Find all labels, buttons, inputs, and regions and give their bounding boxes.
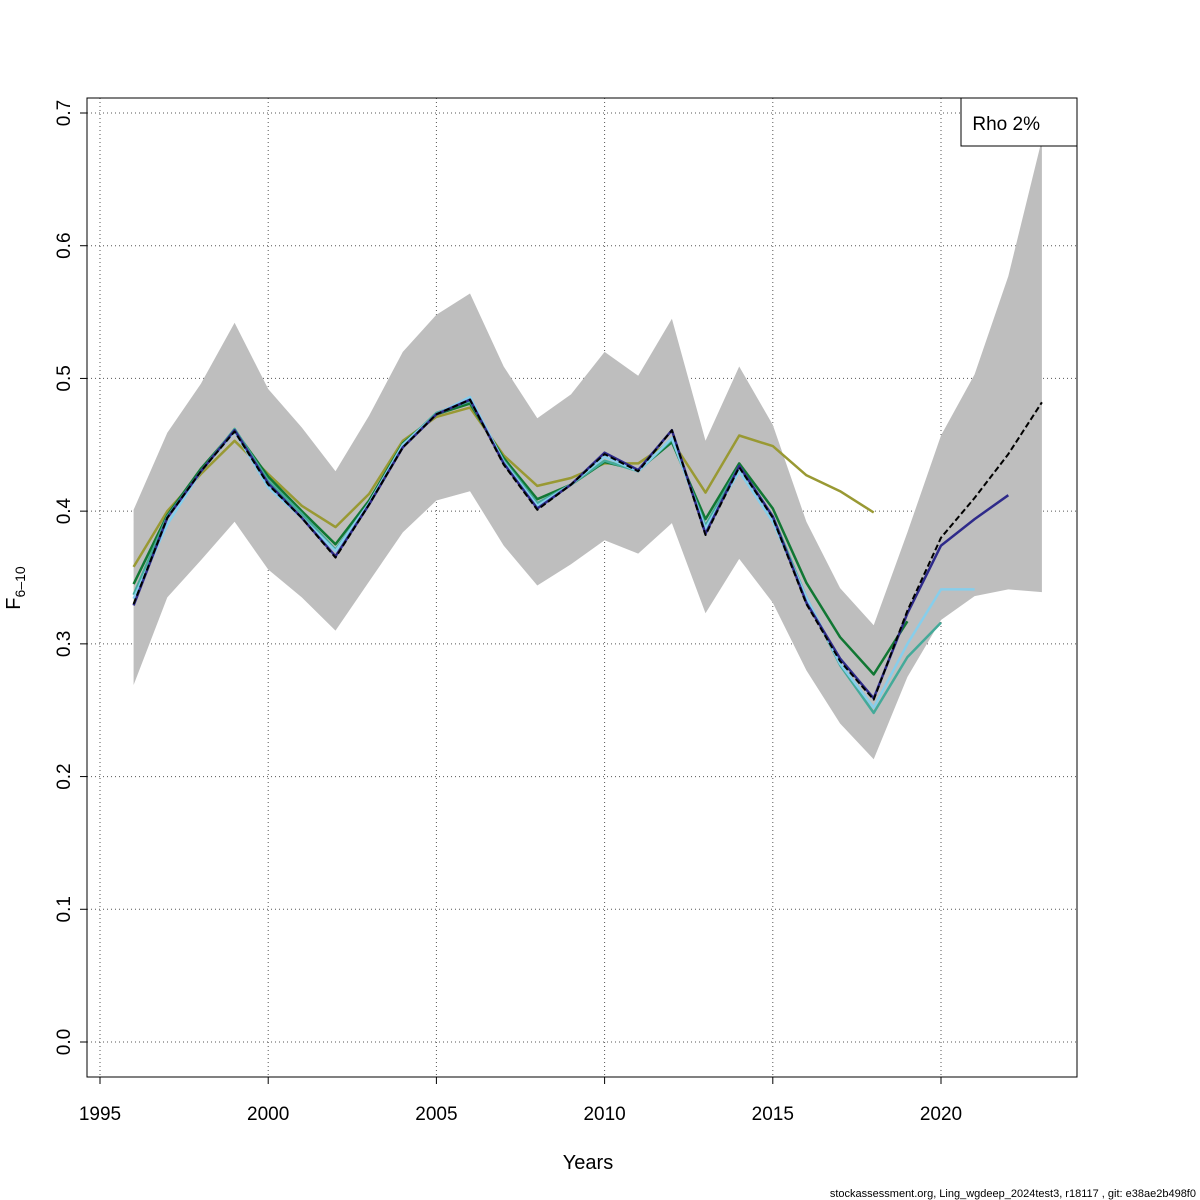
confidence-band-area xyxy=(133,139,1042,760)
y-tick-label-0: 0.0 xyxy=(54,1029,75,1055)
y-tick-label-3: 0.3 xyxy=(54,631,75,657)
x-axis-title: Years xyxy=(563,1152,613,1174)
x-tick-label-2020: 2020 xyxy=(920,1104,962,1125)
y-tick-label-6: 0.6 xyxy=(54,232,75,258)
y-tick-label-1: 0.1 xyxy=(54,896,75,922)
legend-box xyxy=(960,97,1078,147)
footer-note: stockassessment.org, Ling_wgdeep_2024tes… xyxy=(830,1188,1196,1200)
series-line-1 xyxy=(132,398,1043,701)
legend: Rho 2% xyxy=(960,97,1078,147)
y-axis-title-subscript: 6–10 xyxy=(12,566,28,597)
series-line-5 xyxy=(132,402,909,676)
y-axis-title-main: F xyxy=(3,597,25,609)
series-lines xyxy=(132,395,1043,715)
y-tick-label-4: 0.4 xyxy=(54,497,75,524)
y-tick-label-7: 0.7 xyxy=(54,100,75,126)
y-tick-label-2: 0.2 xyxy=(54,763,75,789)
y-axis-title: F6–10 xyxy=(3,566,28,610)
confidence-band xyxy=(133,139,1042,760)
x-tick-label-2010: 2010 xyxy=(583,1104,625,1125)
y-tick-label-5: 0.5 xyxy=(54,365,75,391)
legend-text: Rho 2% xyxy=(972,114,1040,135)
x-tick-label-2000: 2000 xyxy=(247,1104,289,1125)
x-tick-label-2015: 2015 xyxy=(752,1104,794,1125)
x-tick-label-2005: 2005 xyxy=(415,1104,457,1125)
axes: 1995 2000 2005 2010 2015 2020 0.0 0.1 0.2 0.3 0.4 0… xyxy=(54,100,962,1125)
x-tick-label-1995: 1995 xyxy=(79,1104,121,1125)
